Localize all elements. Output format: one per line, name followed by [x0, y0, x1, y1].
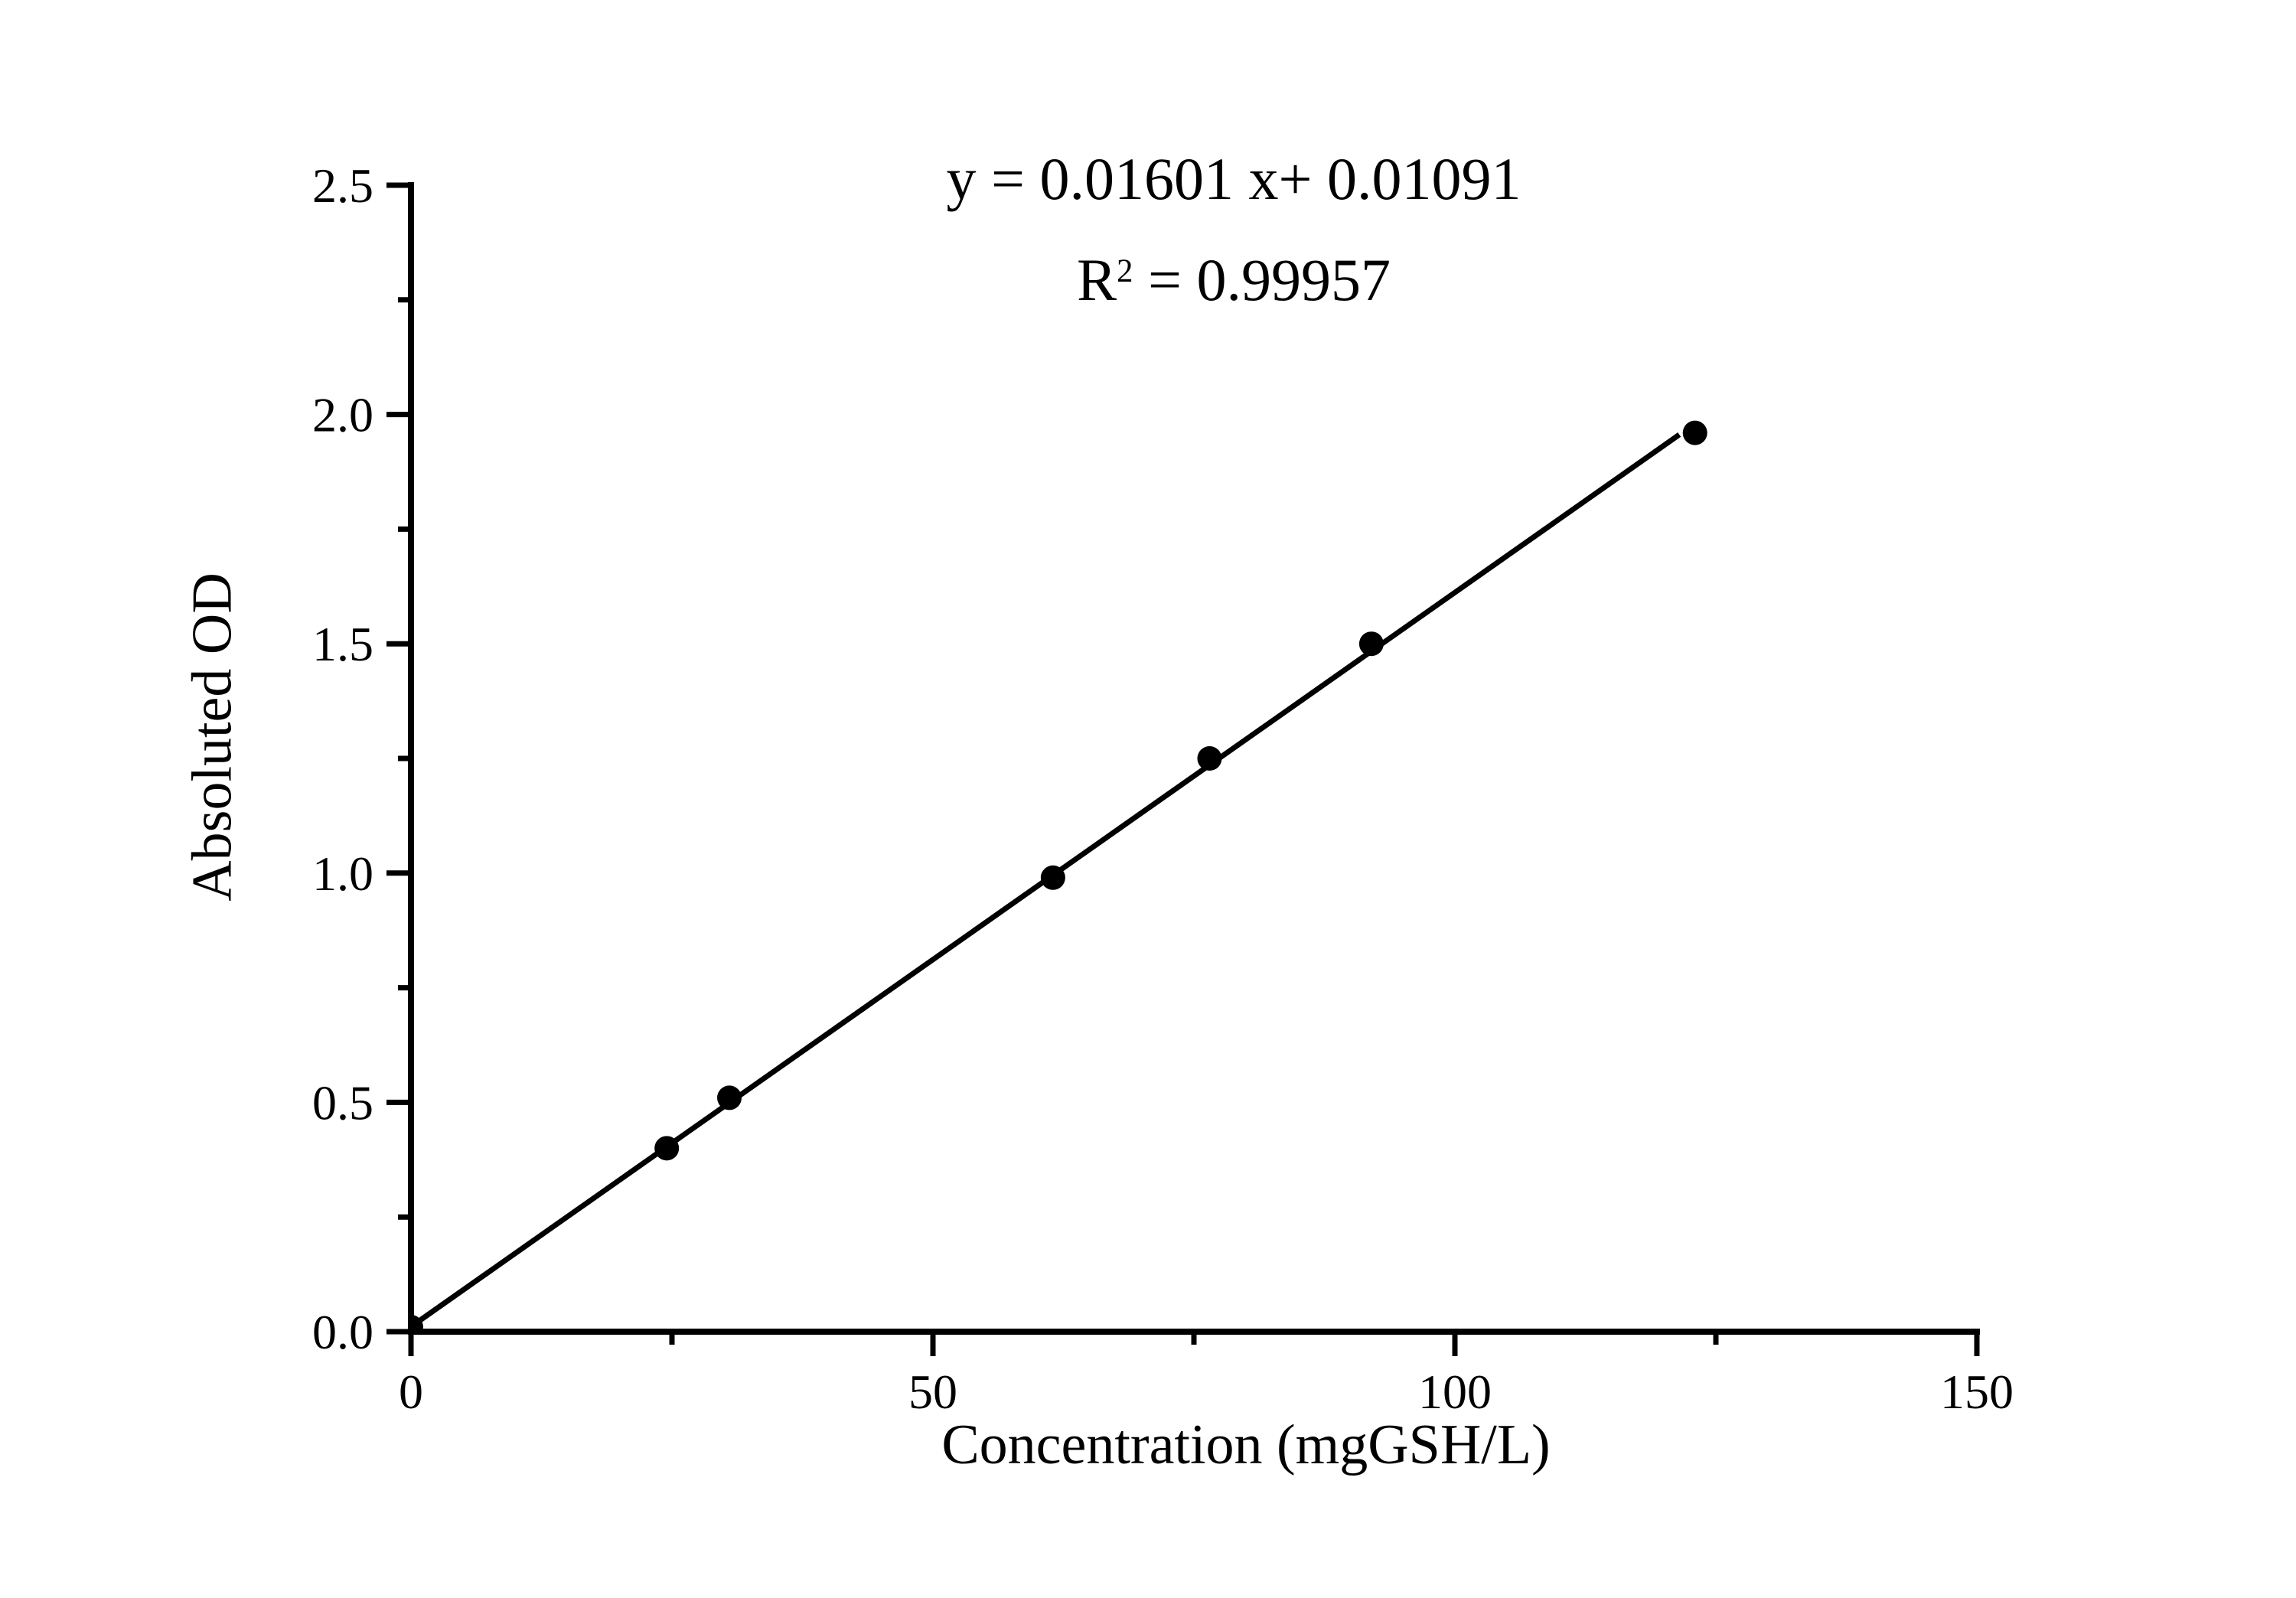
y-tick-label: 2.5	[312, 158, 373, 213]
x-tick-label: 0	[399, 1365, 423, 1419]
y-tick-label: 0.0	[312, 1305, 373, 1359]
x-axis-title: Concentration (mgGSH/L)	[941, 1414, 1551, 1476]
regression-equation: y = 0.01601 x+ 0.01091	[946, 145, 1521, 212]
data-point-marker	[1040, 865, 1065, 890]
y-tick-label: 1.5	[312, 617, 373, 671]
r-label: R	[1077, 246, 1117, 313]
x-tick-label: 100	[1418, 1365, 1492, 1419]
y-tick-label: 2.0	[312, 388, 373, 442]
regression-annotation: y = 0.01601 x+ 0.01091 R2 = 0.99957	[947, 129, 1521, 341]
data-point-marker	[1682, 420, 1707, 445]
r-squared-annotation: R2 = 0.99957	[947, 230, 1521, 341]
data-point-marker	[1197, 746, 1222, 771]
data-point-marker	[654, 1136, 680, 1161]
r-exponent: 2	[1117, 253, 1133, 290]
r-squared-value: = 0.99957	[1133, 246, 1391, 313]
x-tick-label: 150	[1940, 1365, 2014, 1419]
data-point-marker	[717, 1085, 742, 1110]
data-point-marker	[1358, 631, 1384, 657]
y-tick-label: 0.5	[312, 1075, 373, 1130]
x-tick-label: 50	[908, 1365, 957, 1419]
y-axis-title: Absoluted OD	[181, 572, 244, 902]
y-tick-label: 1.0	[312, 846, 373, 901]
